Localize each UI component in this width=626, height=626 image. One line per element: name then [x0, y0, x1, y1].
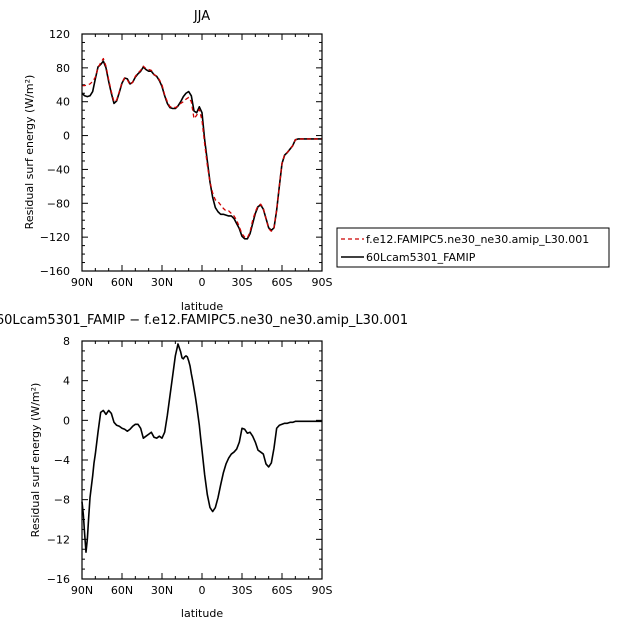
series-line-black [81, 343, 322, 554]
legend: f.e12.FAMIPC5.ne30_ne30.amip_L30.001 60L… [336, 227, 610, 268]
top-chart-xlabel: latitude [181, 300, 223, 313]
top-chart-ticks: 90N 60N 30N 0 30S 60S 90S 120 80 40 0 −40 −80 −120 −16… [40, 28, 333, 289]
bottom-chart-ylabel: Residual surf energy (W/m²) [29, 383, 42, 538]
series-line-red-dashed [82, 57, 322, 239]
bottom-chart-frame [81, 340, 323, 580]
x-tick-label: 30N [151, 276, 173, 289]
top-chart-title: JJA [193, 9, 210, 24]
y-tick-label: 40 [56, 96, 70, 109]
top-chart-panel: JJA Residual surf energy (W/m²) latitude… [23, 9, 333, 313]
bottom-chart-series [81, 343, 322, 554]
top-chart-series [81, 57, 322, 240]
x-tick-label: 0 [199, 276, 206, 289]
top-chart-ylabel: Residual surf energy (W/m²) [23, 75, 36, 230]
bottom-chart-ticks: 90N 60N 30N 0 30S 60S 90S 8 4 0 −4 −8 −12 −16 [47, 335, 333, 597]
y-tick-label: −160 [40, 265, 70, 278]
y-tick-label: 4 [63, 375, 70, 388]
x-tick-label: 30S [232, 276, 253, 289]
x-tick-label: 0 [199, 584, 206, 597]
x-tick-label: 90N [71, 276, 93, 289]
top-chart-frame [81, 33, 323, 272]
legend-label-series-2: 60Lcam5301_FAMIP [366, 251, 476, 264]
x-tick-label: 60N [111, 276, 133, 289]
y-tick-label: 120 [49, 28, 70, 41]
y-tick-label: −8 [54, 494, 70, 507]
x-tick-label: 90S [312, 584, 333, 597]
x-tick-label: 30N [151, 584, 173, 597]
y-tick-label: −12 [47, 533, 70, 546]
bottom-chart-panel: 60Lcam5301_FAMIP − f.e12.FAMIPC5.ne30_ne… [0, 313, 408, 620]
y-tick-label: −16 [47, 573, 70, 586]
y-tick-label: −40 [47, 163, 70, 176]
y-tick-label: −80 [47, 197, 70, 210]
bottom-chart-xlabel: latitude [181, 607, 223, 620]
x-tick-label: 30S [232, 584, 253, 597]
legend-box [336, 227, 610, 268]
y-tick-label: 8 [63, 335, 70, 348]
x-tick-label: 90S [312, 276, 333, 289]
y-tick-label: 80 [56, 62, 70, 75]
x-tick-label: 60N [111, 584, 133, 597]
x-tick-label: 60S [272, 276, 293, 289]
legend-label-series-1: f.e12.FAMIPC5.ne30_ne30.amip_L30.001 [366, 233, 589, 246]
x-tick-label: 60S [272, 584, 293, 597]
y-tick-label: −4 [54, 454, 70, 467]
y-tick-label: −120 [40, 231, 70, 244]
y-tick-label: 0 [63, 414, 70, 427]
y-tick-label: 0 [63, 130, 70, 143]
bottom-chart-title: 60Lcam5301_FAMIP − f.e12.FAMIPC5.ne30_ne… [0, 313, 408, 328]
series-line-black [81, 60, 322, 240]
x-tick-label: 90N [71, 584, 93, 597]
